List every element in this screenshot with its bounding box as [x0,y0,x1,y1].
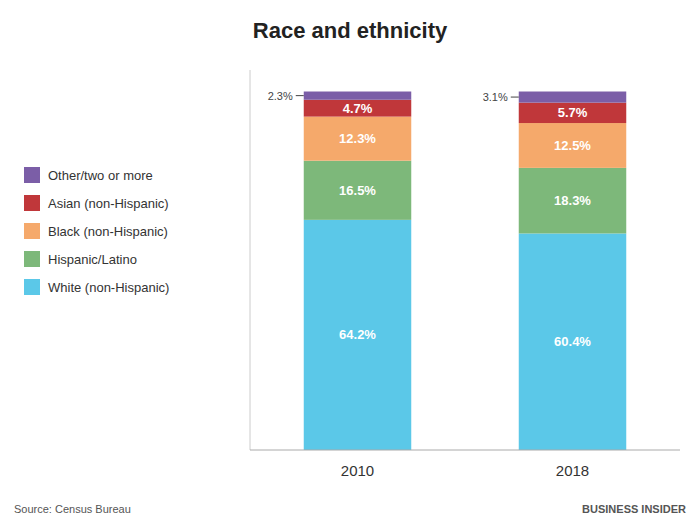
bar-segment [304,220,412,450]
label-leader [296,95,304,96]
bar-segment [519,168,627,234]
x-tick-label: 2018 [556,462,589,479]
source-note: Source: Census Bureau [14,503,131,515]
data-label: 4.7% [343,101,373,116]
watermark: BUSINESS INSIDER [582,503,686,515]
data-label: 5.7% [558,105,588,120]
x-tick-label: 2010 [341,462,374,479]
legend-swatch [24,195,40,211]
data-label: 60.4% [554,334,591,349]
legend-entry: White (non-Hispanic) [48,280,169,295]
label-leader [511,97,519,98]
bar-segment [304,100,412,117]
data-label: 18.3% [554,193,591,208]
legend-entry: Asian (non-Hispanic) [48,196,169,211]
data-label: 2.3% [268,90,293,102]
bar-segment [304,92,412,100]
bar-segment [519,233,627,450]
bar-segment [519,103,627,123]
legend-swatch [24,251,40,267]
legend-entry: Other/two or more [48,168,153,183]
bar-segment [519,92,627,103]
bar-segment [304,117,412,161]
legend-swatch [24,279,40,295]
bar-segment [304,161,412,220]
data-label: 12.5% [554,138,591,153]
legend-swatch [24,167,40,183]
legend-entry: Hispanic/Latino [48,252,137,267]
legend: Other/two or more Asian (non-Hispanic) Bla… [24,167,169,295]
data-label: 12.3% [339,131,376,146]
x-axis-line [250,450,680,451]
data-labels: 64.2% 60.4% 16.5% 18.3% 12.3% 12.5% 4.7% 5.7% 2.… [268,90,592,350]
bar-segment [519,123,627,168]
legend-entry: Black (non-Hispanic) [48,224,168,239]
data-label: 3.1% [483,91,508,103]
data-label: 16.5% [339,183,376,198]
legend-swatch [24,223,40,239]
data-label: 64.2% [339,327,376,342]
chart: Race and ethnicity 64.2% 60.4% 16.5% 18.3% 12… [0,0,700,525]
y-axis-line [250,70,251,450]
bars [304,92,627,450]
title: Race and ethnicity [253,18,448,43]
